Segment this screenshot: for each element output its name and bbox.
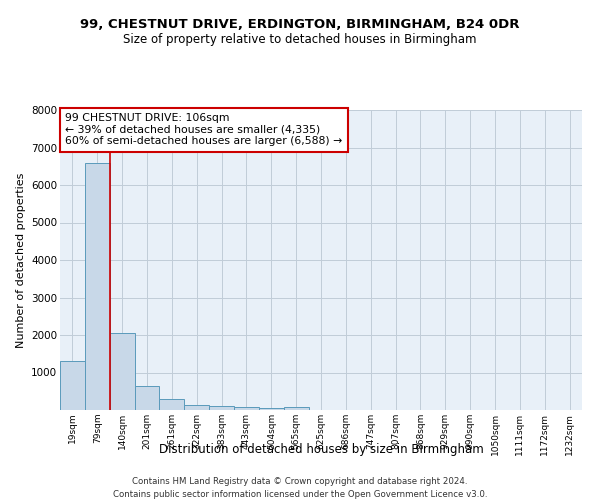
Text: Contains public sector information licensed under the Open Government Licence v3: Contains public sector information licen… (113, 490, 487, 499)
Bar (234, 407, 259, 410)
Y-axis label: Number of detached properties: Number of detached properties (16, 172, 26, 348)
Bar (284, 407, 308, 410)
Text: 99 CHESTNUT DRIVE: 106sqm
← 39% of detached houses are smaller (4,335)
60% of se: 99 CHESTNUT DRIVE: 106sqm ← 39% of detac… (65, 113, 343, 146)
Bar (184, 405, 209, 410)
Bar (209, 406, 234, 410)
Text: Distribution of detached houses by size in Birmingham: Distribution of detached houses by size … (158, 442, 484, 456)
Bar (160, 399, 184, 410)
Bar (85, 162, 110, 410)
Text: Contains HM Land Registry data © Crown copyright and database right 2024.: Contains HM Land Registry data © Crown c… (132, 478, 468, 486)
Text: 99, CHESTNUT DRIVE, ERDINGTON, BIRMINGHAM, B24 0DR: 99, CHESTNUT DRIVE, ERDINGTON, BIRMINGHA… (80, 18, 520, 30)
Bar (110, 333, 134, 410)
Bar (259, 408, 284, 410)
Text: Size of property relative to detached houses in Birmingham: Size of property relative to detached ho… (123, 32, 477, 46)
Bar (60, 360, 85, 410)
Bar (134, 386, 160, 410)
